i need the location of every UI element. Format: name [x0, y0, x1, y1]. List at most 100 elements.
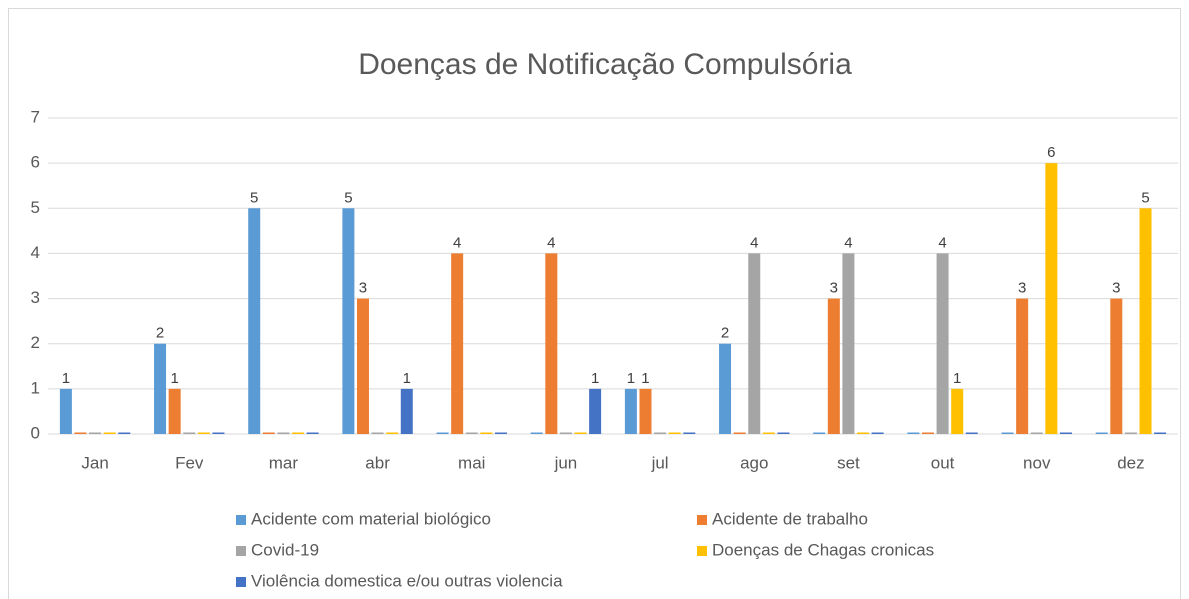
data-label: 4	[844, 234, 852, 251]
bar	[777, 432, 790, 434]
legend-label: Doenças de Chagas cronicas	[712, 540, 934, 559]
bar	[292, 432, 305, 434]
bar	[1016, 298, 1029, 434]
bar	[624, 388, 637, 434]
chart-title: Doenças de Notificação Compulsória	[358, 48, 852, 81]
bar	[907, 432, 920, 434]
bar	[356, 298, 369, 434]
y-tick-label: 7	[31, 107, 40, 126]
bar	[748, 253, 761, 434]
data-label: 4	[453, 234, 461, 251]
bar	[683, 432, 696, 434]
bar	[813, 432, 826, 434]
data-label: 4	[750, 234, 758, 251]
bar	[1154, 432, 1167, 434]
bar	[342, 208, 355, 434]
bar	[936, 253, 949, 434]
bar	[559, 432, 572, 434]
data-label: 2	[156, 325, 164, 342]
legend-label: Violência domestica e/ou outras violenci…	[251, 571, 563, 590]
legend-swatch	[236, 546, 246, 556]
bar	[436, 432, 449, 434]
x-tick-label: set	[837, 453, 860, 472]
x-tick-label: Fev	[175, 453, 204, 472]
bar	[59, 388, 72, 434]
bar	[74, 432, 87, 434]
x-tick-label: mar	[269, 453, 299, 472]
bar	[871, 432, 884, 434]
bar	[1030, 432, 1043, 434]
bar	[654, 432, 667, 434]
data-label: 5	[344, 189, 352, 206]
y-tick-label: 2	[31, 333, 40, 352]
bar	[1095, 432, 1108, 434]
data-label: 1	[170, 370, 178, 387]
data-label: 1	[403, 370, 411, 387]
data-label: 4	[547, 234, 555, 251]
y-tick-label: 0	[31, 423, 40, 442]
bar	[168, 388, 181, 434]
data-label: 5	[1141, 189, 1149, 206]
data-label: 6	[1047, 144, 1055, 161]
y-tick-label: 4	[31, 243, 40, 262]
legend-swatch	[697, 515, 707, 525]
data-label: 4	[938, 234, 946, 251]
legend-label: Acidente com material biológico	[251, 509, 491, 528]
bar	[762, 432, 775, 434]
bar	[154, 343, 167, 434]
bar	[183, 432, 196, 434]
chart-frame	[8, 8, 1181, 599]
bar	[857, 432, 870, 434]
bar	[400, 388, 413, 434]
legend-swatch	[236, 515, 246, 525]
bar	[1139, 208, 1152, 434]
x-tick-label: out	[931, 453, 955, 472]
bar	[262, 432, 275, 434]
bar	[118, 432, 131, 434]
x-tick-label: ago	[740, 453, 768, 472]
bar	[639, 388, 652, 434]
x-tick-label: jul	[651, 453, 669, 472]
y-tick-label: 6	[31, 153, 40, 172]
bar	[589, 388, 602, 434]
bar	[89, 432, 102, 434]
legend-swatch	[697, 546, 707, 556]
y-tick-label: 5	[31, 198, 40, 217]
bar	[668, 432, 681, 434]
data-label: 3	[1018, 280, 1026, 297]
bar	[248, 208, 261, 434]
bar	[842, 253, 855, 434]
bar	[212, 432, 225, 434]
x-tick-label: jun	[554, 453, 578, 472]
x-tick-label: dez	[1117, 453, 1144, 472]
x-tick-label: mai	[458, 453, 485, 472]
bar	[951, 388, 964, 434]
x-tick-label: Jan	[81, 453, 108, 472]
x-tick-label: abr	[365, 453, 390, 472]
y-tick-label: 1	[31, 378, 40, 397]
legend-label: Acidente de trabalho	[712, 509, 868, 528]
bar	[827, 298, 840, 434]
bar	[386, 432, 399, 434]
bar	[965, 432, 978, 434]
legend-label: Covid-19	[251, 540, 319, 559]
bar	[465, 432, 478, 434]
bar	[921, 432, 934, 434]
data-label: 2	[721, 325, 729, 342]
bar	[197, 432, 210, 434]
data-label: 1	[62, 370, 70, 387]
bar	[277, 432, 290, 434]
bar	[103, 432, 116, 434]
bar	[574, 432, 587, 434]
data-label: 5	[250, 189, 258, 206]
y-tick-label: 3	[31, 288, 40, 307]
bar	[1110, 298, 1123, 434]
bar	[451, 253, 464, 434]
x-tick-label: nov	[1023, 453, 1051, 472]
bar	[1059, 432, 1072, 434]
data-label: 3	[1112, 280, 1120, 297]
bar	[545, 253, 558, 434]
bar	[1045, 163, 1058, 434]
bar	[719, 343, 732, 434]
